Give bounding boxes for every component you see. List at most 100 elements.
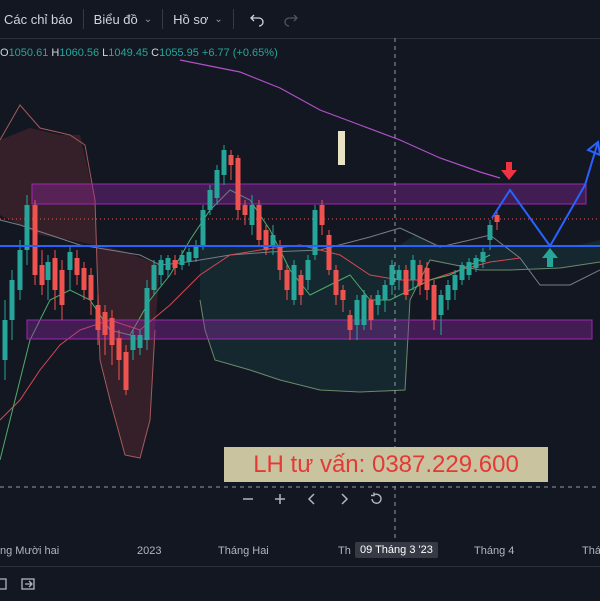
candles — [2, 145, 500, 395]
time-axis-label: ng Mười hai — [0, 545, 60, 557]
close-label: C — [151, 47, 160, 59]
candle-body — [249, 205, 255, 225]
scroll-left-button[interactable] — [299, 487, 325, 511]
cloud-bullish — [200, 235, 600, 392]
indicators-label: Các chỉ báo — [4, 11, 73, 27]
candle-body — [424, 268, 430, 290]
profile-label: Hồ sơ — [173, 11, 209, 27]
pause-marker — [338, 131, 345, 165]
low-value: 1049.45 — [108, 47, 149, 59]
candle-body — [242, 205, 248, 215]
candle-body — [340, 290, 346, 300]
support-zone — [26, 319, 593, 340]
high-label: H — [51, 47, 60, 59]
chevron-down-icon: ⌄ — [214, 13, 223, 25]
candle-body — [263, 230, 269, 250]
undo-icon — [249, 14, 264, 27]
candle-body — [9, 280, 15, 320]
change-value: +6.77 (+0.65%) — [201, 47, 278, 59]
candle-body — [123, 352, 129, 390]
candle-body — [445, 285, 451, 300]
candle-body — [354, 300, 360, 325]
arrow-up-icon — [542, 248, 558, 267]
candle-body — [2, 320, 8, 360]
candle-body — [214, 170, 220, 198]
candle-body — [207, 190, 213, 210]
candle-body — [52, 258, 58, 290]
redo-icon — [284, 14, 298, 27]
scroll-right-icon — [341, 493, 349, 505]
replay-icon — [21, 578, 35, 590]
arrow-down-icon — [501, 162, 517, 180]
candle-body — [410, 260, 416, 280]
candle-body — [326, 235, 332, 270]
top-toolbar: Các chỉ báo Biểu đồ ⌄ Hồ sơ ⌄ — [0, 0, 600, 39]
candle-body — [347, 315, 353, 330]
bottom-toolbar — [0, 566, 600, 601]
candle-body — [186, 252, 192, 262]
undo-button[interactable] — [240, 0, 274, 38]
candle-body — [305, 260, 311, 280]
time-axis-label: 2023 — [137, 545, 162, 557]
candle-body — [116, 338, 122, 360]
candle-body — [88, 275, 94, 300]
time-axis[interactable]: ng Mười hai 2023 Tháng Hai Th Tháng 4 Th… — [0, 540, 600, 562]
candle-body — [32, 205, 38, 275]
fullscreen-button[interactable] — [0, 575, 10, 593]
candle-body — [200, 210, 206, 245]
open-label: O — [0, 47, 9, 59]
candle-body — [382, 285, 388, 300]
crosshair-date-label: 09 Tháng 3 '23 — [355, 542, 438, 558]
candle-body — [403, 270, 409, 295]
toolbar-divider — [162, 9, 164, 29]
cloud-bearish — [0, 128, 160, 458]
candle-body — [459, 265, 465, 280]
indicators-button[interactable]: Các chỉ báo — [0, 0, 77, 38]
leading-span-b — [0, 104, 156, 459]
candle-body — [256, 205, 262, 240]
candle-body — [368, 300, 374, 320]
candle-body — [396, 270, 402, 280]
candle-body — [473, 258, 479, 268]
replay-button[interactable] — [20, 575, 40, 593]
candle-body — [151, 265, 157, 290]
candle-body — [417, 265, 423, 285]
candle-body — [312, 210, 318, 255]
candle-body — [298, 275, 304, 295]
candle-body — [389, 265, 395, 285]
zoom-in-button[interactable] — [267, 487, 293, 511]
candle-body — [375, 295, 381, 305]
resistance-zone — [31, 183, 587, 205]
price-chart[interactable] — [0, 38, 600, 540]
candle-body — [67, 252, 73, 270]
ma-line-magenta — [179, 59, 501, 179]
high-value: 1060.56 — [59, 47, 100, 59]
chart-navigation — [235, 487, 389, 511]
reset-icon — [371, 492, 382, 504]
profile-button[interactable]: Hồ sơ ⌄ — [169, 0, 227, 38]
candle-body — [291, 265, 297, 300]
candle-body — [452, 275, 458, 290]
candle-body — [165, 258, 171, 270]
time-axis-label: Tháng Hai — [218, 545, 269, 557]
charts-button[interactable]: Biểu đồ ⌄ — [90, 0, 156, 38]
redo-button[interactable] — [274, 0, 308, 38]
fullscreen-icon — [0, 578, 7, 590]
close-value: 1055.95 — [159, 47, 199, 59]
candle-body — [277, 245, 283, 270]
scroll-right-button[interactable] — [331, 487, 357, 511]
candle-body — [438, 295, 444, 315]
zoom-out-button[interactable] — [235, 487, 261, 511]
candle-body — [17, 250, 23, 290]
candle-body — [172, 260, 178, 268]
candle-body — [130, 335, 136, 350]
reset-chart-button[interactable] — [363, 487, 389, 511]
time-axis-label: Thá — [582, 545, 600, 557]
projection-arrowhead — [586, 140, 600, 157]
candle-body — [235, 158, 241, 210]
ichimoku-cloud — [0, 59, 600, 461]
projection-path[interactable] — [491, 141, 599, 248]
open-value: 1050.61 — [8, 47, 49, 59]
candle-body — [284, 270, 290, 290]
candle-body — [193, 245, 199, 258]
